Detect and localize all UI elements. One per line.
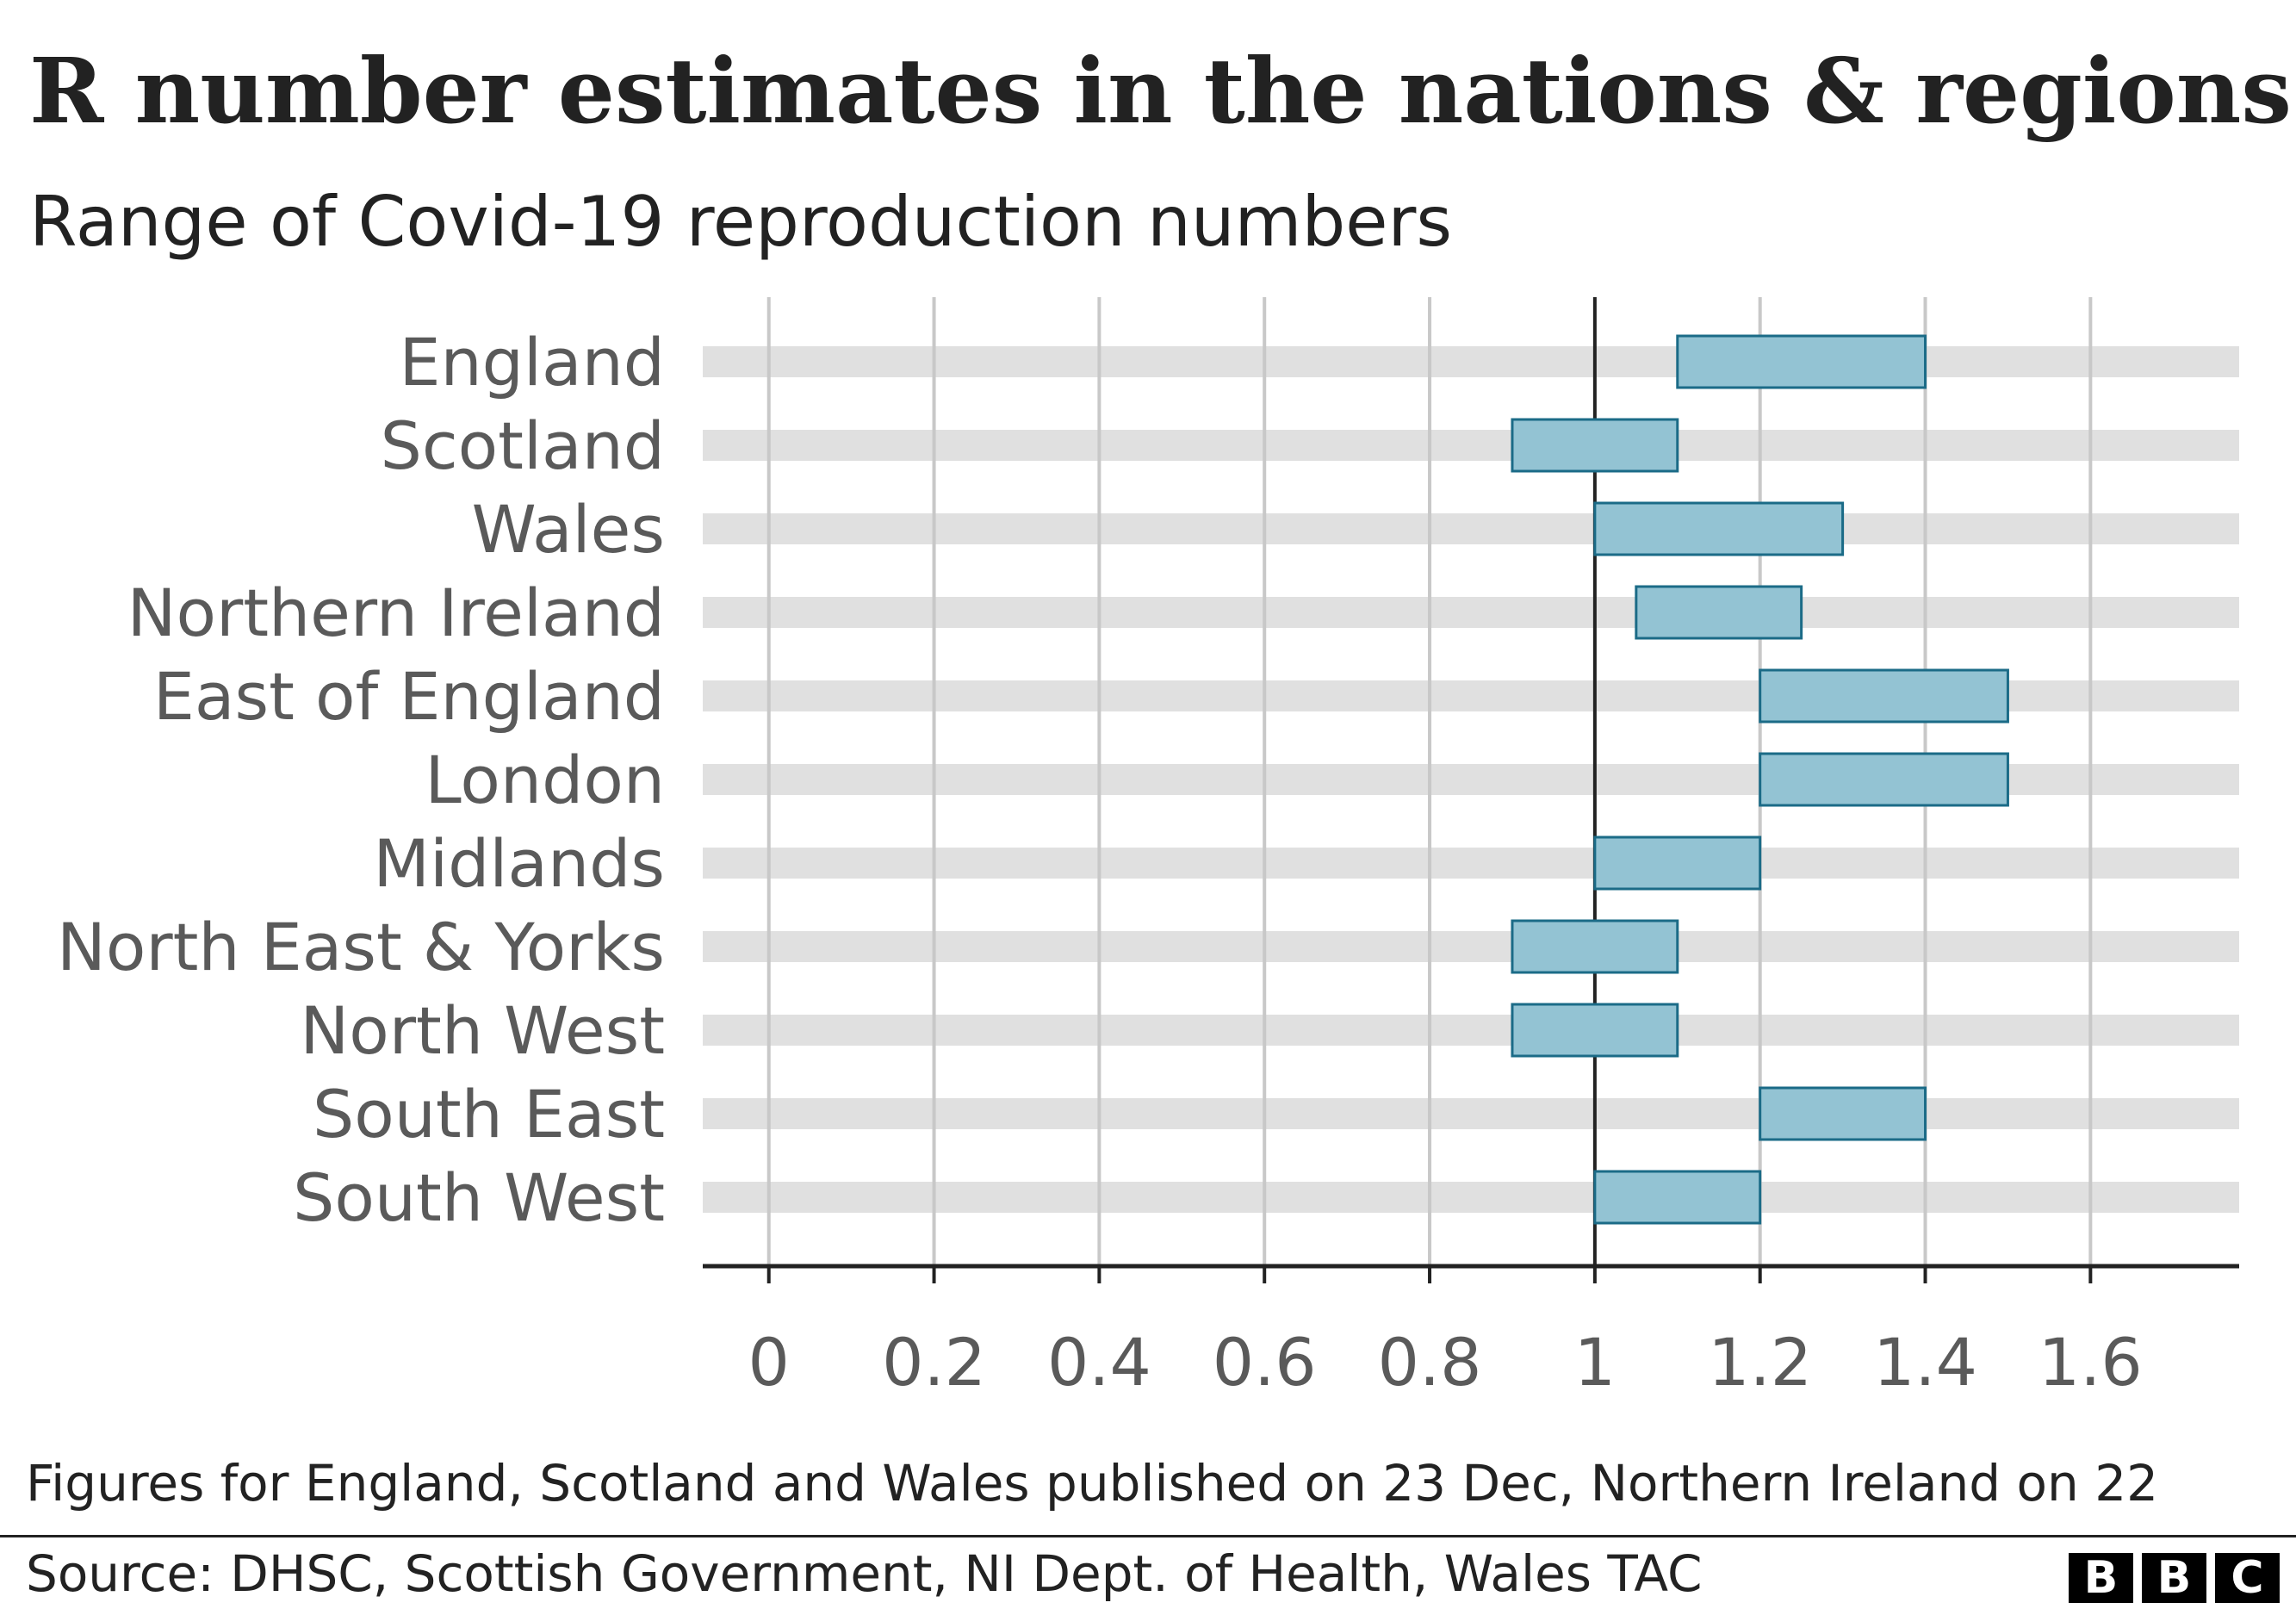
footer-divider	[0, 1535, 2296, 1537]
bbc-logo: B B C	[2069, 1553, 2280, 1603]
row-band	[703, 513, 2239, 544]
range-bar	[1511, 1003, 1679, 1058]
x-tick-label: 1	[1574, 1324, 1616, 1401]
range-bars	[1511, 334, 2009, 1225]
x-tick-label: 0.2	[882, 1324, 986, 1401]
row-band	[703, 931, 2239, 962]
row-band	[703, 848, 2239, 879]
range-bar	[1593, 501, 1845, 556]
source-note: Source: DHSC, Scottish Government, NI De…	[26, 1544, 1703, 1603]
category-label: North West	[300, 992, 665, 1069]
range-bar	[1759, 668, 2009, 724]
chart-subtitle: Range of Covid-19 reproduction numbers	[29, 182, 1453, 262]
row-band	[703, 597, 2239, 628]
x-tick-label: 0	[748, 1324, 790, 1401]
category-label: East of England	[153, 658, 665, 735]
row-band	[703, 1182, 2239, 1213]
bbc-logo-letter: C	[2215, 1553, 2280, 1603]
range-bar	[1759, 1086, 1927, 1141]
range-bar	[1511, 919, 1679, 974]
category-label: Wales	[472, 491, 665, 568]
row-band	[703, 1015, 2239, 1046]
row-band	[703, 346, 2239, 377]
row-bands	[703, 346, 2239, 1213]
x-tick-label: 1.6	[2038, 1324, 2143, 1401]
range-bar	[1593, 1170, 1762, 1225]
x-tick-label: 1.2	[1708, 1324, 1812, 1401]
category-label: South West	[293, 1159, 665, 1236]
category-label: England	[399, 324, 665, 401]
x-tick-label: 0.4	[1047, 1324, 1151, 1401]
x-tick-label: 1.4	[1873, 1324, 1977, 1401]
x-tick-label: 0.8	[1378, 1324, 1482, 1401]
category-label: Midlands	[373, 825, 665, 902]
range-bar	[1759, 752, 2009, 807]
x-tick-label: 0.6	[1213, 1324, 1317, 1401]
category-label: South East	[313, 1076, 665, 1152]
row-band	[703, 1098, 2239, 1129]
range-bar	[1511, 418, 1679, 473]
chart-title: R number estimates in the nations & regi…	[29, 38, 2292, 144]
range-bar	[1593, 835, 1762, 891]
footnote: Figures for England, Scotland and Wales …	[26, 1454, 2159, 1513]
category-label: North East & Yorks	[57, 909, 665, 985]
x-axis	[703, 1264, 2239, 1283]
bbc-logo-letter: B	[2142, 1553, 2206, 1603]
category-label: Northern Ireland	[127, 575, 665, 651]
category-label: Scotland	[381, 407, 665, 484]
bbc-logo-letter: B	[2069, 1553, 2133, 1603]
tick-labels: 0 0.2 0.4 0.6 0.8 1 1.2 1.4 1.6	[748, 1324, 2143, 1401]
range-bar	[1676, 334, 1927, 389]
range-bar	[1635, 585, 1803, 640]
row-band	[703, 430, 2239, 461]
category-label: London	[425, 742, 665, 818]
